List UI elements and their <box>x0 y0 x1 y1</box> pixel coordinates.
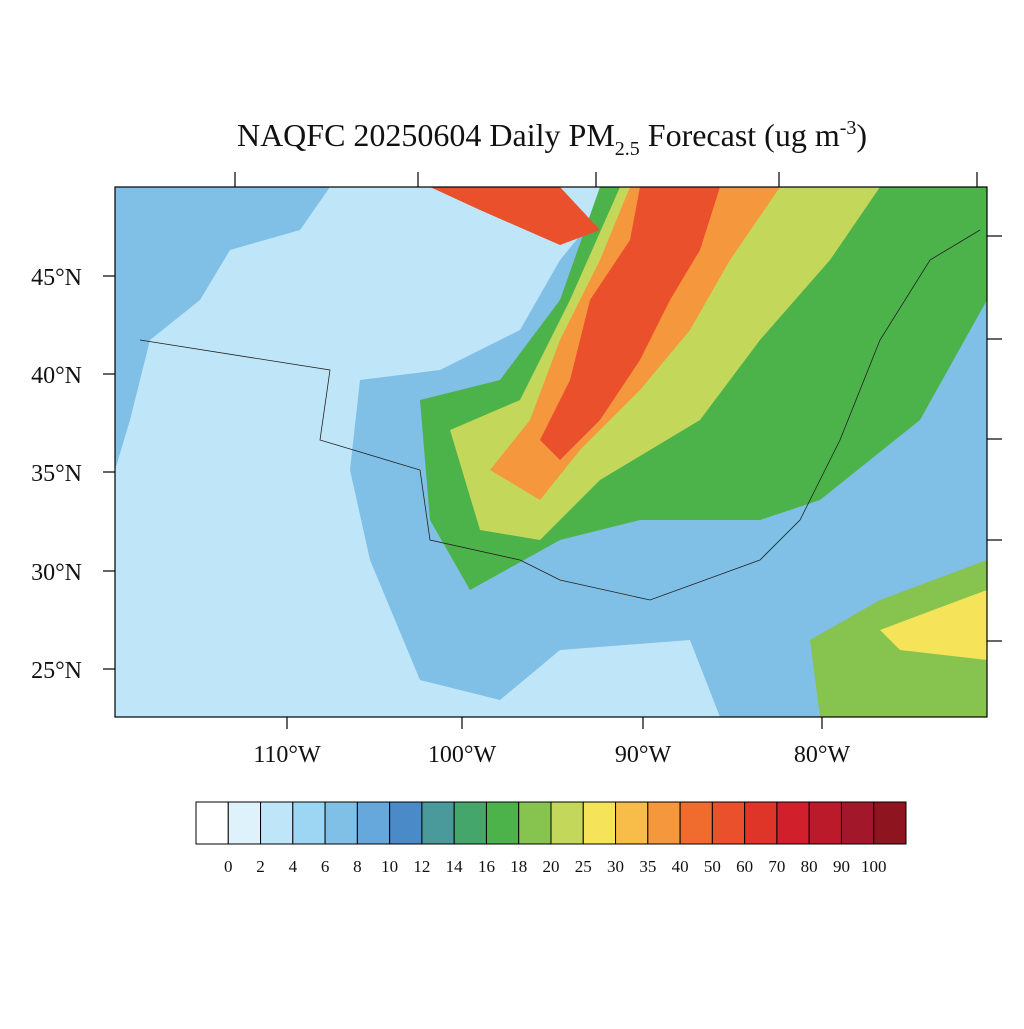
field-red-north <box>430 187 600 245</box>
colorbar-box <box>356 801 391 845</box>
colorbar-label: 0 <box>224 857 233 876</box>
title-superscript: -3 <box>840 117 857 139</box>
title: NAQFC 20250604 Daily PM2.5 Forecast (ug … <box>237 117 867 160</box>
colorbar-box <box>195 801 229 845</box>
colorbar-label: 40 <box>672 857 689 876</box>
colorbar-label: 35 <box>639 857 656 876</box>
lat-label: 40°N <box>31 363 82 389</box>
colorbar-box <box>389 801 423 845</box>
lon-label: 100°W <box>428 742 497 768</box>
colorbar-label: 2 <box>256 857 265 876</box>
frame-ticks <box>103 172 1002 729</box>
colorbar: 0 2 4 6 8 10 12 14 16 18 20 25 30 35 40 50 60 70 80 90 100 <box>195 801 907 876</box>
lat-label: 30°N <box>31 560 82 586</box>
colorbar-box <box>421 801 455 845</box>
colorbar-box <box>550 801 584 845</box>
colorbar-label: 90 <box>833 857 850 876</box>
colorbar-box <box>260 801 294 845</box>
colorbar-label: 25 <box>575 857 592 876</box>
colorbar-label: 14 <box>446 857 464 876</box>
colorbar-label: 12 <box>413 857 430 876</box>
colorbar-box <box>776 801 810 845</box>
colorbar-box <box>324 801 358 845</box>
lon-label: 110°W <box>253 742 321 768</box>
coastline <box>139 229 981 601</box>
colorbar-label: 20 <box>543 857 560 876</box>
colorbar-label: 70 <box>768 857 785 876</box>
title-unit-end: ) <box>856 117 867 153</box>
colorbar-label: 60 <box>736 857 753 876</box>
axis-labels: 45°N 40°N 35°N 30°N 25°N 110°W 100°W 90°W 80°W <box>31 265 850 768</box>
colorbar-label: 16 <box>478 857 495 876</box>
colorbar-box <box>518 801 552 845</box>
colorbar-box <box>615 801 649 845</box>
colorbar-box <box>808 801 842 845</box>
colorbar-label: 50 <box>704 857 721 876</box>
title-unit: Forecast (ug m <box>640 117 840 153</box>
colorbar-box <box>647 801 681 845</box>
lat-label: 25°N <box>31 658 82 684</box>
colorbar-box <box>582 801 617 845</box>
colorbar-label: 30 <box>607 857 624 876</box>
colorbar-label: 4 <box>289 857 298 876</box>
lon-label: 80°W <box>794 742 851 768</box>
colorbar-box <box>711 801 746 845</box>
colorbar-box <box>873 801 907 845</box>
field-west <box>115 187 330 470</box>
colorbar-box <box>292 801 326 845</box>
colorbar-label: 80 <box>801 857 818 876</box>
map-field <box>115 187 987 717</box>
colorbar-box <box>840 801 875 845</box>
colorbar-box <box>453 801 487 845</box>
lon-label: 90°W <box>615 742 672 768</box>
colorbar-box <box>485 801 520 845</box>
field-southeast-yellow <box>880 590 987 660</box>
title-main: NAQFC 20250604 Daily PM <box>237 117 615 153</box>
title-subscript: 2.5 <box>615 138 640 160</box>
map-frame <box>114 186 988 718</box>
field-red <box>540 187 720 460</box>
lat-label: 35°N <box>31 461 82 487</box>
colorbar-label: 8 <box>353 857 362 876</box>
lat-label: 45°N <box>31 265 82 291</box>
colorbar-label: 6 <box>321 857 330 876</box>
colorbar-label: 18 <box>510 857 527 876</box>
colorbar-box <box>744 801 778 845</box>
colorbar-label: 10 <box>381 857 398 876</box>
colorbar-label: 100 <box>861 857 887 876</box>
colorbar-box <box>227 801 262 845</box>
colorbar-box <box>679 801 713 845</box>
